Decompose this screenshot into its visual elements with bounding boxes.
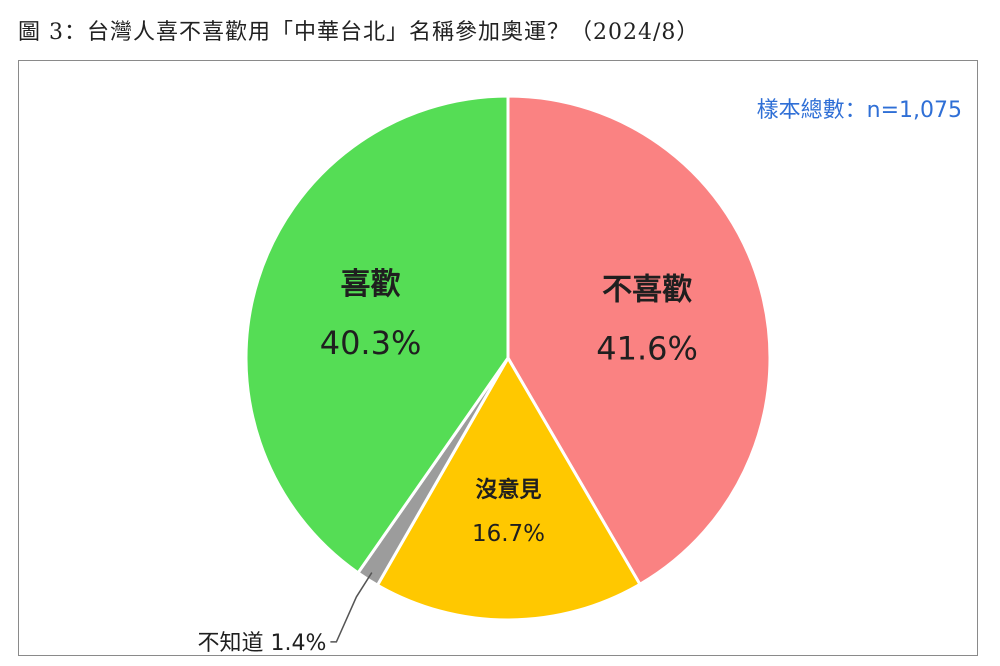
chart-title: 圖 3：台灣人喜不喜歡用「中華台北」名稱參加奧運？（2024/8） xyxy=(18,20,700,45)
leader-line-dont-know xyxy=(330,572,373,643)
pie-slice-like xyxy=(244,94,510,575)
chart-frame xyxy=(18,60,978,656)
slice-value-dislike: 41.6% xyxy=(596,329,698,367)
slice-value-no-opinion: 16.7% xyxy=(472,521,545,547)
slice-label-no-opinion: 沒意見 xyxy=(475,477,541,503)
pie-slice-no-opinion xyxy=(375,355,643,622)
slice-label-dont-know: 不知道 1.4% xyxy=(197,631,326,656)
sample-size-note: 樣本總數：n=1,075 xyxy=(756,98,962,123)
pie-slice-dislike xyxy=(506,94,772,587)
slice-label-dislike: 不喜歡 xyxy=(602,272,692,307)
slice-label-like: 喜歡 xyxy=(341,267,401,302)
slice-value-like: 40.3% xyxy=(320,324,422,362)
